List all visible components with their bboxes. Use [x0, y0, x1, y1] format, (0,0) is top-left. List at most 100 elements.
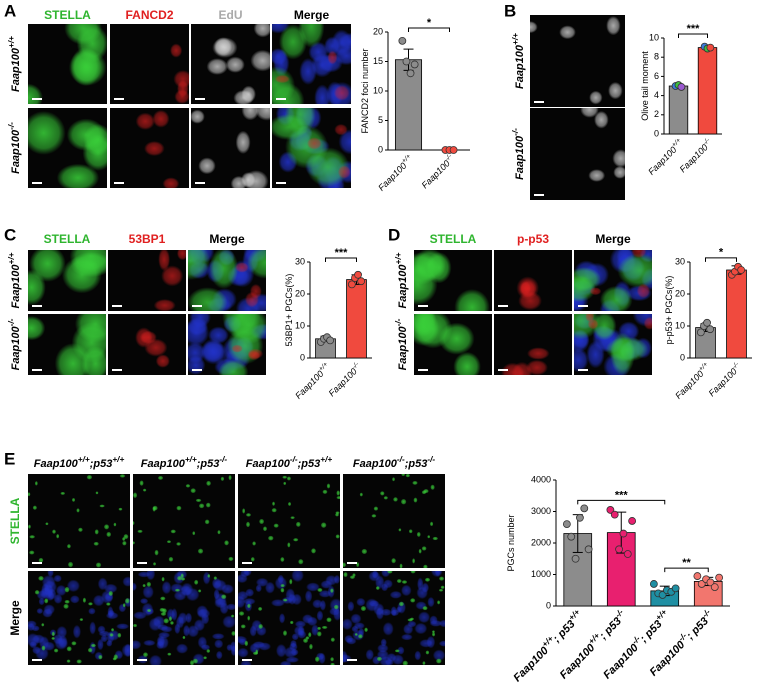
cell — [594, 111, 609, 129]
cell — [196, 605, 208, 617]
cell — [293, 538, 299, 542]
cell — [334, 124, 347, 135]
row-label: STELLA — [8, 497, 22, 544]
cell — [268, 114, 308, 140]
micrograph — [408, 302, 492, 381]
cell — [57, 164, 99, 192]
cell — [187, 287, 227, 317]
cell — [99, 504, 105, 507]
cell — [95, 491, 98, 494]
cell — [275, 75, 290, 83]
data-point — [403, 58, 410, 65]
cell — [226, 57, 245, 73]
cell — [518, 291, 542, 310]
data-point — [650, 580, 657, 587]
cell — [226, 644, 232, 651]
cell — [600, 286, 633, 314]
cell — [130, 582, 137, 590]
cell — [67, 544, 71, 549]
cell — [393, 497, 398, 502]
cell — [381, 638, 387, 646]
cell — [177, 247, 188, 261]
cell — [198, 589, 201, 592]
cell — [214, 589, 220, 600]
cell — [380, 491, 385, 496]
cell — [342, 618, 353, 630]
cell — [422, 546, 427, 551]
column-header: Faap100-/-;p53+/+ — [246, 455, 333, 470]
column-header: Merge — [595, 232, 631, 246]
cell — [64, 600, 69, 604]
cell — [231, 345, 243, 353]
data-point — [355, 271, 362, 278]
bar — [347, 280, 367, 358]
cell — [432, 537, 438, 541]
cell — [118, 508, 122, 511]
row-label: Faap100+/+ — [7, 252, 22, 308]
cell — [398, 528, 401, 531]
row-label: Faap100-/- — [7, 122, 22, 174]
cell — [317, 588, 323, 592]
cell — [258, 642, 271, 650]
column-header: p-p53 — [517, 232, 549, 246]
micrograph — [398, 248, 492, 325]
cell — [235, 262, 249, 273]
cell — [309, 644, 313, 650]
significance-label: * — [719, 247, 724, 259]
cell — [81, 346, 109, 381]
cell — [356, 598, 365, 607]
cell — [559, 25, 576, 39]
cell — [283, 630, 287, 636]
data-point — [407, 70, 414, 77]
cell — [322, 626, 328, 629]
cell — [35, 590, 40, 595]
cell — [368, 571, 380, 582]
data-point — [716, 574, 723, 581]
micrograph — [190, 99, 278, 192]
cell — [387, 570, 393, 574]
cell — [287, 542, 290, 547]
cell — [608, 82, 623, 99]
column-header: STELLA — [430, 232, 477, 246]
y-axis-label: Olive tail moment — [640, 51, 650, 121]
cell — [113, 523, 116, 527]
y-tick-label: 4000 — [531, 474, 551, 484]
cell — [283, 598, 288, 601]
cell — [152, 506, 158, 511]
cell — [186, 484, 191, 488]
data-point — [576, 514, 583, 521]
cell — [334, 575, 340, 584]
data-point — [358, 278, 365, 285]
micrograph — [26, 568, 135, 665]
cell — [377, 657, 382, 662]
column-header: Faap100+/+;p53-/- — [141, 455, 228, 470]
cell — [364, 627, 368, 632]
cell — [436, 658, 442, 663]
cell — [305, 590, 312, 602]
cell — [589, 91, 602, 105]
cell — [240, 569, 249, 577]
cell — [334, 85, 350, 101]
cell — [336, 490, 340, 496]
cell — [88, 608, 96, 615]
column-header: Merge — [209, 232, 245, 246]
column-header: 53BP1 — [129, 232, 166, 246]
cell — [333, 608, 341, 621]
cell — [95, 529, 99, 535]
x-tick-label: Faap100-/- — [419, 153, 457, 191]
cell — [194, 580, 198, 585]
y-tick-label: 10 — [675, 320, 685, 330]
cell — [289, 643, 298, 651]
cell — [246, 522, 250, 528]
cell — [159, 608, 165, 612]
cell — [176, 542, 181, 546]
micrograph — [22, 108, 114, 192]
image-bg — [238, 474, 340, 568]
y-tick-label: 8 — [654, 52, 659, 62]
cell — [326, 617, 332, 622]
cell — [136, 113, 155, 130]
cell — [67, 119, 106, 151]
cell — [52, 631, 55, 636]
cell — [152, 110, 169, 128]
cell — [292, 594, 302, 606]
